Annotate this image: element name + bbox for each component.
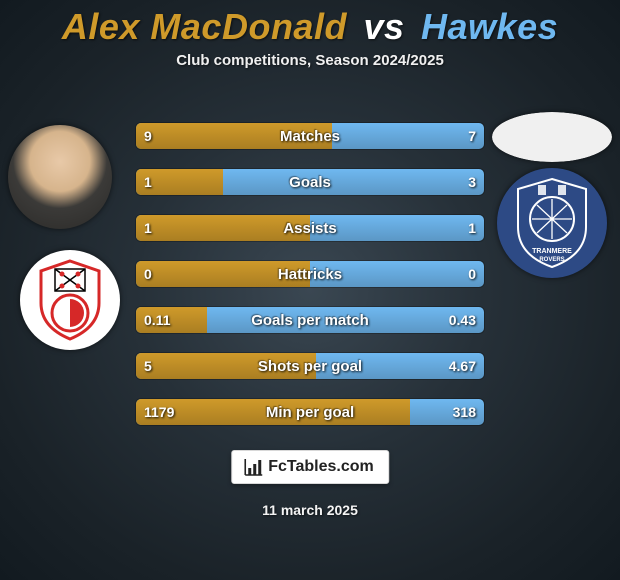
comparison-row-left-value: 1 [136, 169, 160, 195]
avatar-placeholder-icon [8, 125, 112, 229]
comparison-row-right-value: 318 [445, 399, 484, 425]
title-player1: Alex MacDonald [62, 6, 347, 47]
comparison-row: Shots per goal5 4.67 [135, 352, 485, 380]
player2-avatar [492, 112, 612, 162]
avatar-placeholder-icon [492, 112, 612, 162]
comparison-row-left-value: 5 [136, 353, 160, 379]
player1-club-crest [20, 250, 120, 350]
comparison-row-label: Assists [136, 215, 484, 241]
comparison-row: Min per goal1179 318 [135, 398, 485, 426]
date-label: 11 march 2025 [0, 502, 620, 518]
content-root: Alex MacDonald vs Hawkes Club competitio… [0, 0, 620, 580]
comparison-row: Matches9 7 [135, 122, 485, 150]
comparison-row-label: Goals [136, 169, 484, 195]
title-player2: Hawkes [421, 6, 558, 47]
comparison-row-label: Matches [136, 123, 484, 149]
comparison-chart: Matches97Goals13Assists11Hattricks00Goal… [135, 122, 485, 444]
page-title: Alex MacDonald vs Hawkes [0, 0, 620, 48]
comparison-row-label: Goals per match [136, 307, 484, 333]
comparison-row-right-value: 0 [460, 261, 484, 287]
attribution-badge: FcTables.com [231, 450, 389, 484]
comparison-row-left-value: 0 [136, 261, 160, 287]
crest-shield-icon [35, 259, 105, 341]
subtitle: Club competitions, Season 2024/2025 [0, 52, 620, 69]
comparison-row: Assists1 1 [135, 214, 485, 242]
comparison-row-label: Min per goal [136, 399, 484, 425]
crest-shield-icon: TRANMERE ROVERS [510, 175, 594, 271]
comparison-row-right-value: 7 [460, 123, 484, 149]
svg-text:TRANMERE: TRANMERE [532, 248, 572, 255]
comparison-row-left-value: 9 [136, 123, 160, 149]
comparison-row: Hattricks0 0 [135, 260, 485, 288]
comparison-row-left-value: 0.11 [136, 307, 178, 333]
comparison-row-right-value: 3 [460, 169, 484, 195]
comparison-row-label: Hattricks [136, 261, 484, 287]
player2-club-crest: TRANMERE ROVERS [497, 168, 607, 278]
comparison-row-label: Shots per goal [136, 353, 484, 379]
player1-avatar [8, 125, 112, 229]
comparison-row: Goals1 3 [135, 168, 485, 196]
comparison-row-right-value: 4.67 [441, 353, 484, 379]
comparison-row-left-value: 1 [136, 215, 160, 241]
attribution-text: FcTables.com [268, 458, 374, 476]
comparison-row: Goals per match0.11 0.43 [135, 306, 485, 334]
title-vs: vs [363, 6, 404, 47]
svg-text:ROVERS: ROVERS [539, 257, 564, 263]
comparison-row-left-value: 1179 [136, 399, 182, 425]
fctables-logo-icon [242, 457, 264, 477]
comparison-row-right-value: 1 [460, 215, 484, 241]
comparison-row-right-value: 0.43 [441, 307, 484, 333]
